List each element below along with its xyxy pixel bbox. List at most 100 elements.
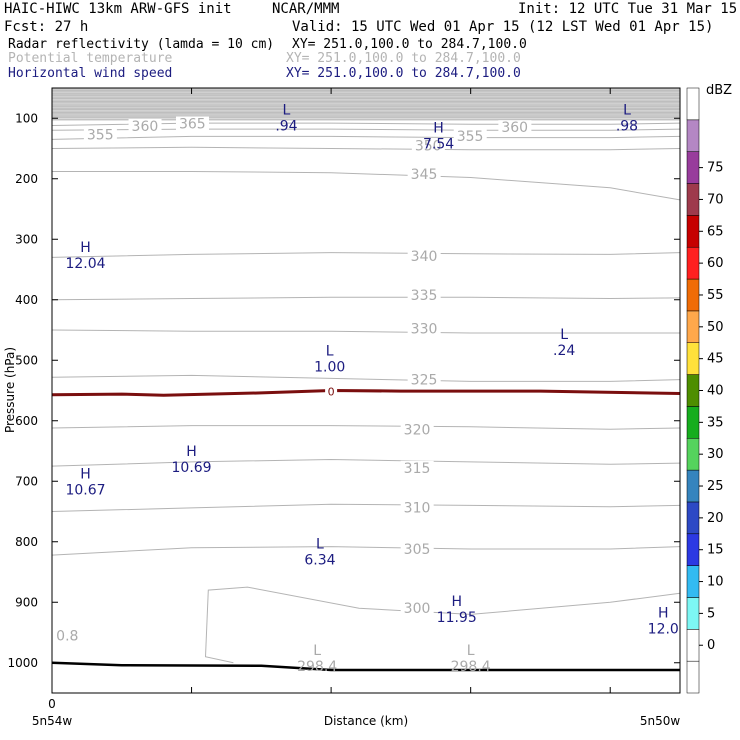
colorbar-swatch <box>686 565 700 598</box>
wind-extremum-value: 12.04 <box>65 256 105 272</box>
theta-label: 335 <box>411 288 438 304</box>
colorbar-tick-label: 0 <box>707 638 715 653</box>
theta-label-bg <box>407 287 441 303</box>
theta-label-bg <box>400 422 434 438</box>
theta-label: 340 <box>411 249 438 265</box>
zero-dbz-line <box>51 388 681 397</box>
colorbar-swatch <box>686 246 700 280</box>
colorbar-swatch <box>686 87 700 121</box>
theta-label-bg <box>453 129 487 145</box>
theta-label-bg <box>400 541 434 557</box>
theta-contour-305 <box>51 546 681 556</box>
wind-extremum-value: .98 <box>616 118 638 134</box>
plot-area: 0 355 360 365 350 355 360 345 340 335 330 325 320 31… <box>7 87 681 711</box>
colorbar-tick-label: 15 <box>707 543 724 558</box>
colorbar-tick-label: 70 <box>707 192 724 207</box>
header-title: HAIC-HIWC 13km ARW-GFS init <box>4 1 232 17</box>
theta-label-bg <box>411 138 445 154</box>
theta-label: 360 <box>132 119 159 135</box>
colorbar-swatch <box>686 438 700 471</box>
wind-extremum-value: 298.4 <box>451 659 491 675</box>
colorbar-swatch <box>686 215 700 248</box>
x-axis-label: Distance (km) <box>324 714 408 728</box>
wind-extremum-value: 7.54 <box>423 136 454 152</box>
theta-contour-325 <box>51 374 681 382</box>
wind-high-marker: H <box>433 120 444 136</box>
field-wind-name: Horizontal wind speed <box>8 66 172 81</box>
theta-contour-300 <box>204 586 681 664</box>
theta-label: 345 <box>411 167 438 183</box>
x-axis-ticks: 0 <box>48 88 611 711</box>
upper-theta-band <box>52 88 680 121</box>
theta-label: 325 <box>411 372 438 388</box>
theta-label-bg <box>407 321 441 337</box>
theta-contour-360 <box>51 128 681 131</box>
wind-high-marker: H <box>186 444 197 460</box>
colorbar-tick-label: 5 <box>707 606 715 621</box>
wind-high-marker: H <box>80 240 91 256</box>
y-tick-label: 900 <box>15 595 38 609</box>
x-tick-label: 0 <box>48 697 56 711</box>
theta-contour-335 <box>51 296 681 301</box>
wind-low-marker: L <box>467 643 475 659</box>
colorbar-swatch <box>686 660 700 694</box>
theta-label-bg <box>53 628 87 644</box>
theta-contour-355 <box>51 135 681 140</box>
theta-contour-365 <box>51 122 681 126</box>
theta-label: 355 <box>457 129 484 145</box>
wind-low-marker: L <box>326 344 334 360</box>
colorbar-swatch <box>686 597 700 630</box>
field-wind-xy: XY= 251.0,100.0 to 284.7,100.0 <box>286 66 521 81</box>
theta-label-bg <box>407 372 441 388</box>
theta-label: 365 <box>179 117 206 133</box>
header-fcst: Fcst: 27 h <box>4 19 88 35</box>
wind-extremum-value: 10.67 <box>65 483 105 499</box>
colorbar-label: dBZ <box>706 83 732 98</box>
colorbar-swatch <box>686 119 700 152</box>
wind-low-marker: L <box>560 327 568 343</box>
colorbar-swatch <box>686 501 700 535</box>
colorbar-swatch <box>686 278 700 312</box>
colorbar-tick-label: 20 <box>707 511 724 526</box>
colorbar-tick-label: 40 <box>707 384 724 399</box>
theta-label: 305 <box>404 542 431 558</box>
wind-extremum-value: .94 <box>275 118 297 134</box>
colorbar-tick-label: 75 <box>707 161 724 176</box>
theta-label-bg <box>175 116 209 132</box>
theta-label: 360 <box>501 120 528 136</box>
colorbar-tick-label: 65 <box>707 224 724 239</box>
theta-label: 315 <box>404 461 431 477</box>
colorbar-swatch <box>686 629 700 662</box>
colorbar-tick-label: 25 <box>707 479 724 494</box>
colorbar-tick-label: 10 <box>707 575 724 590</box>
colorbar-tick-label: 50 <box>707 320 724 335</box>
y-axis-ticks: 100 200 300 400 500 600 700 800 900 1000 <box>7 111 680 670</box>
colorbar-tick-label: 45 <box>707 352 724 367</box>
theta-contour-350 <box>51 146 681 151</box>
theta-label: 330 <box>411 322 438 338</box>
terrain-surface-line <box>51 661 680 672</box>
y-tick-label: 200 <box>15 172 38 186</box>
wind-extremum-value: 10.69 <box>172 460 212 476</box>
colorbar-swatch <box>686 151 700 184</box>
field-theta-xy: XY= 251.0,100.0 to 284.7,100.0 <box>286 51 521 66</box>
colorbar-swatch <box>686 469 700 503</box>
y-tick-label: 600 <box>15 414 38 428</box>
field-reflectivity-xy: XY= 251.0,100.0 to 284.7,100.0 <box>292 37 527 52</box>
x-end-location: 5n50w <box>640 714 681 728</box>
theta-label-bg <box>498 120 532 136</box>
theta-contour-340 <box>51 252 681 258</box>
theta-contour-345 <box>52 171 681 201</box>
theta-label-bg <box>400 460 434 476</box>
y-tick-label: 500 <box>15 353 38 367</box>
theta-label-bg <box>128 118 162 134</box>
colorbar-tick-label: 35 <box>707 415 724 430</box>
zero-contour-label-bg <box>325 385 338 398</box>
theta-contour-310 <box>51 503 681 512</box>
y-tick-label: 1000 <box>7 656 38 670</box>
plot-frame <box>51 87 681 694</box>
colorbar-swatch <box>686 183 700 216</box>
wind-high-marker: H <box>451 594 462 610</box>
theta-contour-315 <box>51 458 681 467</box>
